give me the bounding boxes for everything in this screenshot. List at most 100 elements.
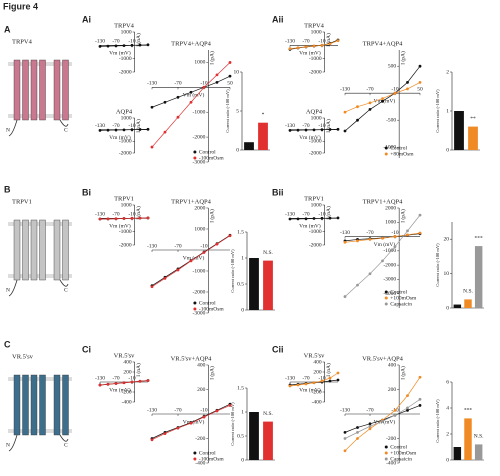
y-tick-label: 1000 [121, 29, 132, 35]
data-point [150, 438, 154, 442]
data-point [368, 238, 372, 241]
data-point [381, 236, 384, 240]
y-tick-label: 5 [236, 108, 239, 114]
y-tick-label: -400 [195, 460, 205, 466]
y-axis-label: I (nA) [135, 119, 142, 133]
data-point [189, 421, 193, 425]
data-point [114, 382, 118, 385]
data-point [114, 128, 118, 132]
helix [39, 374, 46, 436]
y-tick-label: -200 [312, 389, 322, 395]
data-point [288, 47, 292, 51]
helix [39, 219, 46, 281]
data-point [356, 426, 359, 429]
data-point [343, 295, 347, 298]
data-point [336, 371, 340, 375]
data-point [304, 217, 308, 221]
y-tick-label: -400 [312, 399, 322, 405]
significance: * [262, 112, 265, 118]
data-point [304, 382, 308, 386]
y-axis-label: I (pA) [399, 51, 406, 65]
data-point [343, 430, 347, 434]
data-point [356, 239, 359, 243]
significance: ** [470, 116, 476, 122]
y-tick-label: -200 [386, 436, 396, 442]
bar [474, 444, 483, 460]
y-tick-label: -2000 [383, 262, 396, 268]
data-point [215, 80, 219, 84]
legend-swatch [384, 451, 388, 455]
y-tick-label: -400 [122, 399, 132, 405]
data-point [356, 430, 359, 434]
panel-label: Bi [82, 187, 91, 197]
y-tick-label: -4000 [383, 291, 396, 297]
x-tick-label: -70 [112, 212, 120, 218]
legend-label: -100mOsm [199, 456, 224, 462]
legend-swatch [384, 290, 388, 294]
y-tick-label: 200 [313, 369, 322, 375]
x-tick-label: -130 [285, 123, 295, 129]
x-tick-label: -10 [318, 123, 326, 129]
data-point [328, 42, 332, 46]
x-axis-label: Vm (mV) [109, 50, 131, 57]
x-tick-label: -130 [285, 39, 295, 45]
data-point [228, 74, 232, 78]
y-tick-label: 200 [123, 369, 132, 375]
y-tick-label: 1000 [194, 60, 205, 66]
y-tick-label: 1 [241, 409, 244, 415]
data-point [138, 43, 142, 47]
n-terminus: N [6, 287, 10, 293]
data-point [228, 404, 232, 407]
y-tick-label: -2000 [192, 289, 205, 295]
y-tick-label: -1000 [309, 229, 322, 235]
y-tick-label: 0 [241, 307, 244, 313]
y-tick-label: 1000 [311, 29, 322, 35]
data-point [418, 375, 422, 379]
chart-title: TRPV1 [114, 195, 134, 202]
data-point [176, 115, 180, 119]
y-tick-label: 1000 [121, 115, 132, 121]
legend-label: Capsaicin [390, 301, 412, 307]
x-tick-label: -10 [128, 123, 136, 129]
data-point [406, 229, 409, 233]
legend-swatch [384, 302, 388, 306]
legend-swatch [384, 146, 388, 150]
figure-title: Figure 4 [3, 1, 38, 11]
legend-label: Control [199, 300, 216, 306]
data-point [150, 285, 154, 289]
x-tick-label: -10 [318, 39, 326, 45]
data-point [368, 422, 372, 426]
y-axis-label: I (pA) [209, 366, 216, 380]
data-point [106, 128, 110, 132]
data-point [122, 44, 126, 47]
data-point [150, 145, 154, 149]
bar [263, 260, 273, 310]
data-point [312, 44, 316, 48]
data-point [381, 259, 384, 263]
y-tick-label: 1000 [121, 202, 132, 208]
data-point [150, 105, 154, 109]
y-tick-label: 400 [388, 362, 397, 368]
x-tick-label: -70 [174, 81, 182, 87]
legend-label: -100mOsm [199, 155, 224, 161]
c-terminus: C [64, 127, 68, 133]
y-tick-label: 400 [313, 359, 322, 365]
data-point [138, 379, 142, 383]
data-point [122, 217, 126, 220]
y-tick-label: 1 [241, 255, 244, 261]
y-tick-label: -2000 [192, 134, 205, 140]
data-point [176, 95, 180, 99]
y-tick-label: -3000 [192, 159, 205, 165]
data-point [288, 128, 292, 132]
data-point [336, 39, 340, 43]
y-axis-label: I (pA) [209, 209, 216, 223]
data-point [418, 404, 422, 407]
y-tick-label: 1000 [385, 220, 396, 226]
data-point [176, 426, 180, 430]
y-tick-label: 1000 [194, 226, 205, 232]
legend-label: Control [390, 145, 407, 151]
data-point [189, 259, 193, 263]
x-tick-label: 50 [227, 81, 233, 87]
significance: N.S. [263, 411, 273, 417]
y-tick-label: 500 [388, 63, 397, 69]
